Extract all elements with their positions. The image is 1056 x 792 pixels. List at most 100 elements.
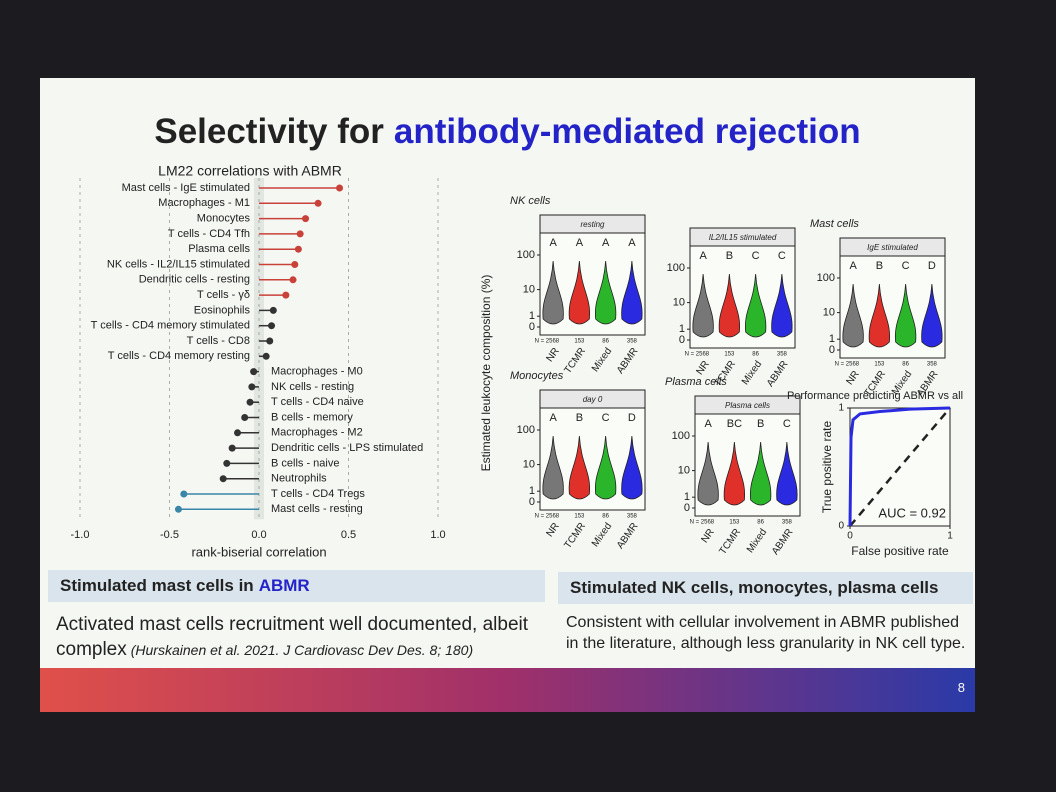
violin: [749, 441, 772, 506]
strip: [839, 237, 946, 257]
dot: [296, 230, 304, 238]
group-letter: C: [783, 418, 791, 430]
y-tick-label: 0: [529, 321, 535, 333]
category-label: NR: [694, 359, 711, 377]
group-letter: BC: [727, 418, 742, 430]
y-tick-label: 100: [817, 272, 835, 284]
x-tick-label: -1.0: [71, 529, 90, 541]
dot: [219, 475, 227, 483]
n-label: 86: [602, 514, 609, 520]
category-label: T cells - γδ: [197, 289, 250, 301]
x-tick-label: 0.0: [251, 529, 266, 541]
category-label: Plasma cells: [188, 243, 250, 255]
violin: [542, 435, 564, 500]
page-number: 8: [957, 680, 965, 695]
dot: [248, 383, 256, 391]
category-label: TCMR: [717, 527, 743, 557]
y-tick-label: 10: [523, 283, 535, 295]
category-label: Dendritic cells - LPS stimulated: [271, 442, 423, 454]
category-label: Eosinophils: [194, 304, 251, 316]
category-label: NK cells - IL2/IL15 stimulated: [107, 258, 250, 270]
category-label: Mixed: [590, 521, 614, 549]
group-letter: D: [628, 412, 636, 424]
category-label: T cells - CD4 memory stimulated: [91, 320, 250, 332]
dot: [223, 459, 231, 467]
violin: [594, 260, 617, 325]
y-tick-label: 10: [678, 464, 690, 476]
category-label: TCMR: [562, 521, 588, 551]
y-tick-label: 100: [517, 424, 535, 436]
annotation: AUC = 0.92: [878, 505, 946, 520]
y-axis-label: Estimated leukocyte composition (%): [479, 275, 493, 472]
roc-curve: [848, 406, 951, 527]
category-label: T cells - CD4 naive: [271, 396, 364, 408]
category-label: ABMR: [615, 521, 641, 551]
category-label: Mast cells - resting: [271, 503, 363, 515]
heading-highlight: ABMR: [258, 576, 310, 595]
violin: [594, 435, 617, 500]
group-letter: B: [757, 418, 764, 430]
violin: [921, 283, 943, 348]
category-label: Macrophages - M2: [271, 427, 363, 439]
violin: [776, 441, 798, 506]
dot: [234, 429, 242, 437]
dot: [282, 291, 290, 299]
category-label: T cells - CD4 memory resting: [108, 350, 250, 362]
category-label: T cells - CD4 Tfh: [168, 228, 250, 240]
n-label: 153: [724, 352, 735, 358]
n-label: N = 2568: [535, 514, 560, 520]
category-label: ABMR: [770, 527, 796, 557]
dot: [268, 322, 276, 330]
dot: [174, 505, 182, 513]
group-letter: A: [704, 418, 712, 430]
group-letter: A: [576, 237, 584, 249]
y-tick-label: 0: [684, 502, 690, 514]
group-letter: A: [628, 237, 636, 249]
violin: [621, 435, 643, 500]
n-label: 358: [782, 520, 793, 526]
category-label: Macrophages - M0: [271, 366, 363, 378]
heading-text: Stimulated mast cells in: [60, 576, 254, 595]
chart-title: LM22 correlations with ABMR: [158, 163, 342, 179]
dot: [180, 490, 188, 498]
category-label: Mixed: [590, 346, 614, 374]
strip-label: resting: [580, 220, 605, 229]
y-axis-label: True positive rate: [820, 421, 834, 514]
category-label: ABMR: [765, 359, 791, 389]
dot: [289, 276, 297, 284]
dot: [246, 398, 254, 406]
violin: [542, 260, 564, 325]
category-label: Monocytes: [197, 213, 251, 225]
group-letter: A: [849, 260, 857, 272]
n-label: 358: [627, 514, 638, 520]
category-label: NK cells - resting: [271, 381, 354, 393]
chart-title: Performance predicting ABMR vs all: [787, 390, 963, 402]
y-tick-label: 100: [667, 262, 685, 274]
dot: [241, 414, 249, 421]
dot: [336, 184, 344, 192]
violin: [894, 283, 917, 348]
x-axis-label: rank-biserial correlation: [191, 545, 326, 560]
y-tick-label: 0: [829, 344, 835, 356]
panel-title: Plasma cells: [665, 376, 727, 388]
group-letter: C: [902, 260, 910, 272]
violin: [723, 441, 746, 506]
dot: [228, 444, 236, 452]
category-label: Mixed: [745, 527, 769, 555]
slide-title: Selectivity for antibody-mediated rejecti…: [40, 112, 975, 152]
title-text: Selectivity for: [154, 112, 384, 151]
group-letter: B: [726, 250, 733, 262]
y-tick-label: 10: [523, 458, 535, 470]
strip: [539, 214, 646, 234]
x-tick-label: -0.5: [160, 529, 179, 541]
diagonal: [849, 407, 951, 527]
y-tick-label: 0: [838, 521, 844, 532]
y-tick-label: 10: [673, 296, 685, 308]
dot: [291, 261, 299, 268]
y-tick-label: 1: [684, 491, 690, 503]
n-label: 86: [752, 352, 759, 358]
right-heading: Stimulated NK cells, monocytes, plasma c…: [558, 572, 973, 604]
y-tick-label: 100: [672, 430, 690, 442]
strip-label: IgE stimulated: [867, 243, 918, 252]
n-label: 358: [627, 339, 638, 345]
